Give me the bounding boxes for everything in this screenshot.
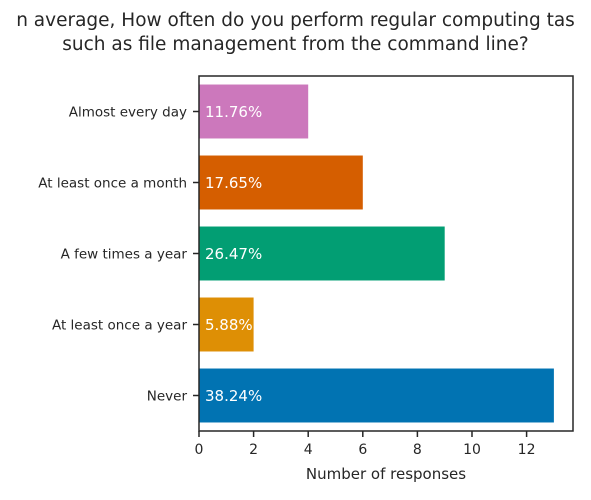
bar-value-label-1: 17.65% bbox=[205, 174, 262, 192]
bar-4 bbox=[199, 368, 554, 423]
plot-frame bbox=[198, 75, 574, 432]
y-tick-label-2: A few times a year bbox=[61, 247, 188, 263]
y-tick-label-3: At least once a year bbox=[52, 318, 187, 334]
bar-1 bbox=[199, 155, 363, 210]
bars-group: 11.76% 17.65% 26.47% 5.88% 38.24% bbox=[199, 84, 554, 423]
x-ticks: 0 2 4 6 8 10 12 bbox=[195, 431, 536, 458]
x-tick-label-5: 10 bbox=[463, 442, 481, 458]
chart-title-line-1: n average, How often do you perform regu… bbox=[16, 10, 575, 31]
bar-value-label-4: 38.24% bbox=[205, 387, 262, 405]
x-axis-label: Number of responses bbox=[306, 465, 466, 483]
x-tick-label-2: 4 bbox=[304, 442, 313, 458]
y-tick-label-1: At least once a month bbox=[38, 176, 187, 192]
bar-0 bbox=[199, 84, 309, 139]
x-tick-label-1: 2 bbox=[249, 442, 258, 458]
bar-value-label-2: 26.47% bbox=[205, 245, 262, 263]
x-tick-label-6: 12 bbox=[518, 442, 536, 458]
x-tick-label-3: 6 bbox=[358, 442, 367, 458]
y-tick-label-0: Almost every day bbox=[69, 105, 187, 121]
chart-title-line-2: such as file management from the command… bbox=[62, 34, 528, 55]
bar-value-label-0: 11.76% bbox=[205, 103, 262, 121]
y-tick-label-4: Never bbox=[147, 389, 188, 405]
x-tick-label-4: 8 bbox=[413, 442, 422, 458]
y-tick-labels: Almost every day At least once a month A f… bbox=[38, 105, 199, 405]
bar-2 bbox=[199, 226, 445, 281]
bar-value-label-3: 5.88% bbox=[205, 316, 253, 334]
x-tick-label-0: 0 bbox=[195, 442, 204, 458]
bar-3 bbox=[199, 297, 254, 352]
